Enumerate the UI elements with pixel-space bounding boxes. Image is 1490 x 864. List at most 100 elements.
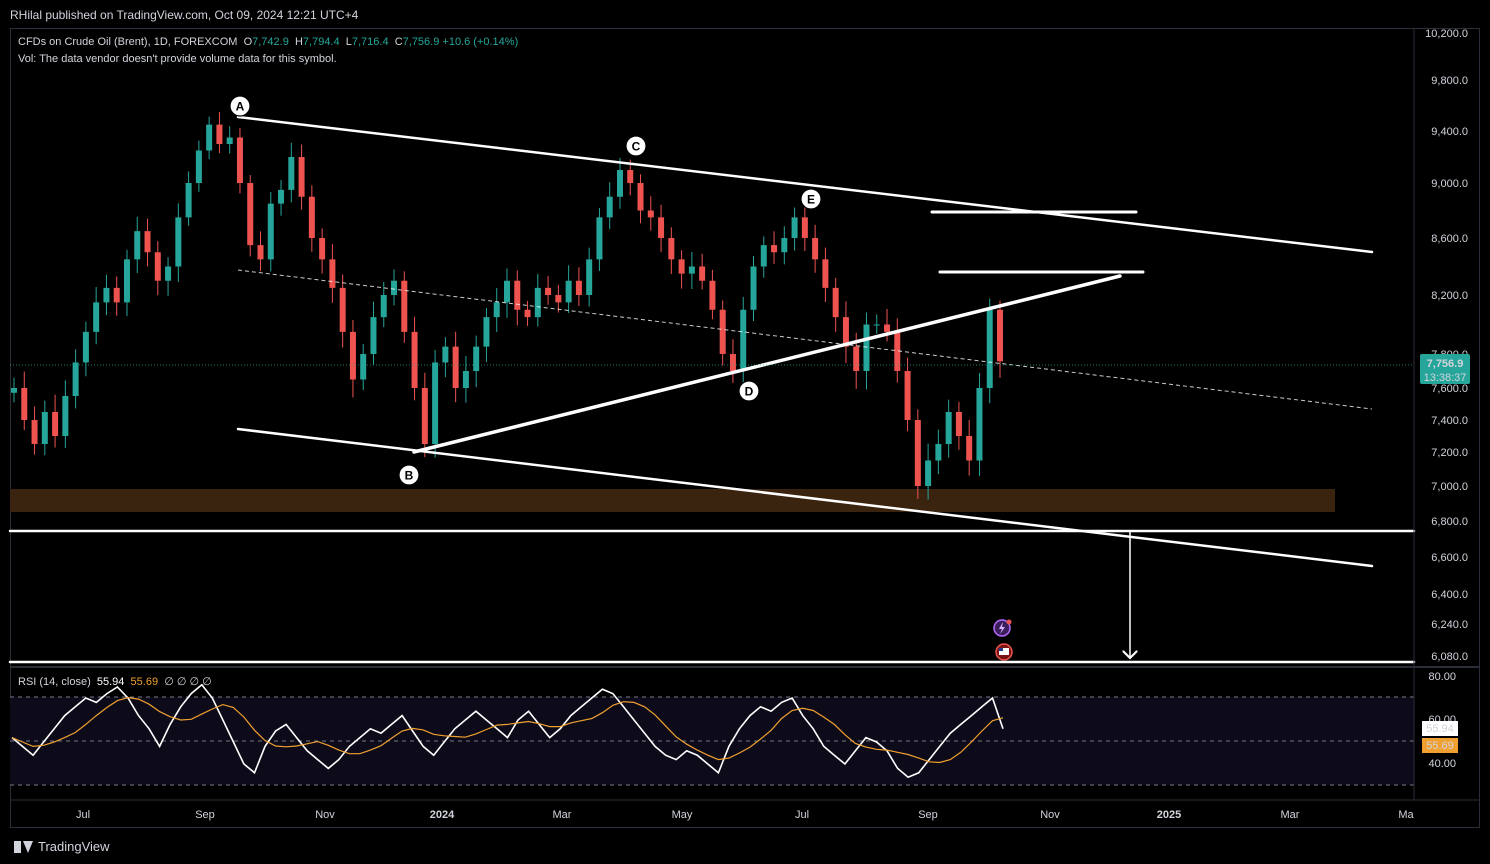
candle xyxy=(945,399,952,458)
rising-wedge-line xyxy=(412,274,1122,454)
candle xyxy=(319,228,326,274)
candle-body xyxy=(668,238,675,260)
alert-dot-icon xyxy=(1006,619,1012,625)
candle xyxy=(93,287,100,345)
candle-body xyxy=(760,245,767,267)
candle-body xyxy=(462,371,469,388)
candle xyxy=(411,316,418,401)
candle-body xyxy=(555,295,562,303)
candle-body xyxy=(339,287,346,332)
candle xyxy=(349,319,356,398)
candle-body xyxy=(421,388,428,444)
rsi-tick-label: 80.00 xyxy=(1428,671,1456,683)
candle xyxy=(103,274,110,316)
candle-body xyxy=(801,217,808,238)
candle-body xyxy=(82,331,89,363)
candle-body xyxy=(616,170,623,197)
candle-body xyxy=(134,231,141,260)
candle-body xyxy=(391,280,398,295)
candle-body xyxy=(904,371,911,420)
rsi-ma-badge: 55.69 xyxy=(1422,738,1458,753)
top-bar: RHilal published on TradingView.com, Oct… xyxy=(0,0,1490,28)
candle xyxy=(709,269,716,320)
time-tick-label: Ma xyxy=(1398,809,1414,821)
price-candles xyxy=(11,111,1003,500)
candle-body xyxy=(493,302,500,318)
candle xyxy=(637,174,644,224)
candle xyxy=(123,249,130,317)
wave-label-text: C xyxy=(632,140,641,154)
price-tick-label: 8,600.0 xyxy=(1431,233,1468,245)
candle xyxy=(308,185,315,252)
candle xyxy=(298,144,305,210)
candle xyxy=(82,321,89,377)
footer xyxy=(0,832,1490,864)
time-tick-label: Mar xyxy=(553,809,572,821)
time-axis: Jul Sep Nov 2024 Mar May Jul Sep Nov 2025 Mar Ma xyxy=(10,799,1480,821)
candle-body xyxy=(144,231,151,253)
last-price-countdown: 13:38:37 xyxy=(1424,372,1467,384)
candle xyxy=(781,226,788,265)
channel-mid-dashed-line xyxy=(237,269,1373,410)
candle xyxy=(41,400,48,456)
candle xyxy=(565,265,572,313)
candle-body xyxy=(914,420,921,486)
event-icons xyxy=(993,619,1013,661)
price-tick-label: 9,800.0 xyxy=(1431,75,1468,87)
candle xyxy=(391,269,398,306)
publisher-line: RHilal published on TradingView.com, Oct… xyxy=(10,8,359,22)
rsi-ma-badge-bg xyxy=(1422,738,1458,753)
candle-body xyxy=(267,203,274,260)
candle xyxy=(339,274,346,348)
candle-body xyxy=(925,460,932,486)
close-label: C xyxy=(394,36,403,48)
candle xyxy=(267,191,274,272)
candle xyxy=(997,300,1003,378)
candle xyxy=(144,218,151,267)
support-zone-band xyxy=(10,489,1335,512)
candle-body xyxy=(729,354,736,371)
price-tick-label: 8,200.0 xyxy=(1431,290,1468,302)
candle xyxy=(62,380,69,448)
candle xyxy=(31,406,38,455)
wave-label-circle xyxy=(229,95,251,117)
candle xyxy=(113,276,120,316)
candle-body xyxy=(771,245,778,253)
price-tick-label: 9,400.0 xyxy=(1431,126,1468,138)
candle-body xyxy=(873,324,880,326)
brand-name: TradingView xyxy=(38,839,110,854)
candle xyxy=(370,301,377,366)
candle-body xyxy=(524,309,531,318)
candle-body xyxy=(688,266,695,274)
candle-body xyxy=(719,309,726,354)
candle xyxy=(812,224,819,273)
candle xyxy=(658,204,665,253)
candle xyxy=(175,203,182,282)
symbol-name: CFDs on Crude Oil (Brent), 1D, FOREXCOM xyxy=(18,36,238,48)
candle-body xyxy=(380,295,387,318)
candle-body xyxy=(658,217,665,238)
rsi-value-badge-text: 55.94 xyxy=(1426,723,1454,735)
candle xyxy=(832,277,839,332)
candle xyxy=(360,343,367,390)
candle xyxy=(462,356,469,403)
candle xyxy=(514,270,521,326)
tradingview-logo[interactable]: TradingView xyxy=(14,839,110,854)
candle-body xyxy=(329,259,336,288)
candle xyxy=(729,339,736,383)
change-value: +10.6 (+0.14%) xyxy=(442,36,519,48)
candle-body xyxy=(206,124,213,151)
candle-body xyxy=(113,287,120,303)
candle xyxy=(329,244,336,303)
candle xyxy=(154,241,161,296)
candle-body xyxy=(72,362,79,396)
wave-label-text: B xyxy=(405,469,414,483)
candle xyxy=(473,335,480,388)
price-tick-label: 6,800.0 xyxy=(1431,516,1468,528)
channel-lower-line xyxy=(236,427,1374,568)
candle xyxy=(719,300,726,366)
candle-body xyxy=(360,354,367,380)
candle xyxy=(647,196,654,231)
high-value: 7,794.4 xyxy=(302,36,340,48)
